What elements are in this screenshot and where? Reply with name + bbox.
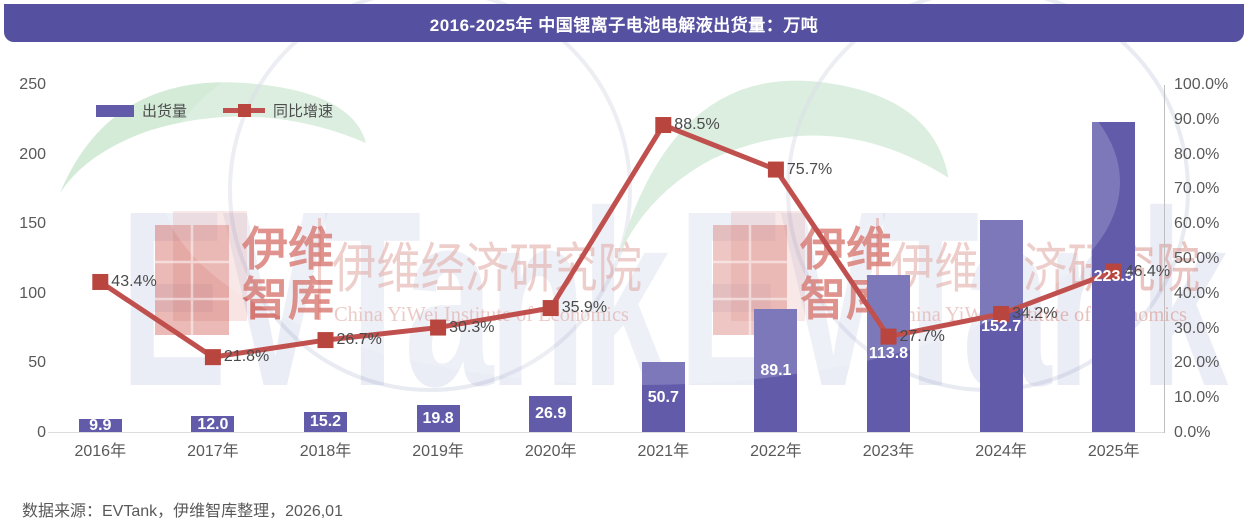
data-source-note: 数据来源：EVTank，伊维智库整理，2026,01 <box>22 503 343 520</box>
left-axis-tick: 250 <box>19 76 46 93</box>
x-axis-label-2022年: 2022年 <box>750 443 802 460</box>
right-axis-tick: 30.0% <box>1174 319 1220 337</box>
right-axis-tick: 90.0% <box>1174 110 1220 128</box>
bar-2016年 <box>78 419 122 433</box>
legend-label-shipments: 出货量 <box>142 103 188 120</box>
bar-2020年 <box>529 395 573 433</box>
page-title: 2016-2025年 中国锂离子电池电解液出货量：万吨 <box>429 15 819 35</box>
x-axis-label-2017年: 2017年 <box>187 443 239 460</box>
left-axis-tick: 50 <box>28 354 46 372</box>
right-axis-line <box>1164 85 1165 433</box>
bar-2019年 <box>416 405 460 433</box>
bar-value-label: 9.9 <box>89 417 112 435</box>
legend-label-growth: 同比增速 <box>273 103 334 120</box>
right-axis-tick: 20.0% <box>1174 354 1220 372</box>
bar-value-label: 19.8 <box>422 410 454 428</box>
x-axis-label-2019年: 2019年 <box>412 443 464 460</box>
right-axis-tick: 100.0% <box>1174 76 1229 93</box>
legend-item-shipments: 出货量 <box>96 100 187 121</box>
bar-value-label: 50.7 <box>647 388 679 406</box>
bar-value-label: 89.1 <box>760 361 792 379</box>
right-axis-tick: 10.0% <box>1174 389 1220 407</box>
right-axis-tick: 60.0% <box>1174 215 1220 233</box>
right-axis-tick: 70.0% <box>1174 180 1220 198</box>
left-axis-tick: 100 <box>19 284 46 302</box>
bar-value-label: 12.0 <box>197 415 229 433</box>
title-bar: 2016-2025年 中国锂离子电池电解液出货量：万吨 <box>4 4 1244 42</box>
right-axis-tick: 0.0% <box>1174 424 1211 441</box>
bar-2018年 <box>304 411 347 433</box>
x-axis-label-2021年: 2021年 <box>637 443 690 460</box>
bar-value-label: 26.9 <box>535 405 567 423</box>
x-axis-label-2023年: 2023年 <box>862 443 915 460</box>
left-axis-tick: 0 <box>37 424 46 441</box>
bar-value-label: 15.2 <box>309 413 342 431</box>
x-axis-label-2016年: 2016年 <box>74 443 127 460</box>
left-axis-tick: 150 <box>19 215 46 233</box>
x-axis-label-2020年: 2020年 <box>524 443 577 460</box>
x-axis-label-2025年: 2025年 <box>1087 443 1140 460</box>
bar-2021年 <box>641 362 685 433</box>
bar-2017年 <box>191 416 235 433</box>
legend: 出货量 同比增速 <box>96 100 333 121</box>
line-marker-icon <box>237 104 251 117</box>
left-axis-tick: 200 <box>19 145 46 163</box>
right-axis-tick: 40.0% <box>1174 284 1220 302</box>
right-axis-tick: 50.0% <box>1174 250 1220 267</box>
bar-legend-swatch-icon <box>96 104 134 117</box>
legend-item-growth: 同比增速 <box>223 100 333 121</box>
x-axis-label-2018年: 2018年 <box>299 443 352 460</box>
right-axis-tick: 80.0% <box>1174 145 1220 163</box>
x-axis-label-2024年: 2024年 <box>975 443 1027 460</box>
x-axis-line <box>48 432 1165 433</box>
line-legend-swatch-icon <box>223 104 266 117</box>
